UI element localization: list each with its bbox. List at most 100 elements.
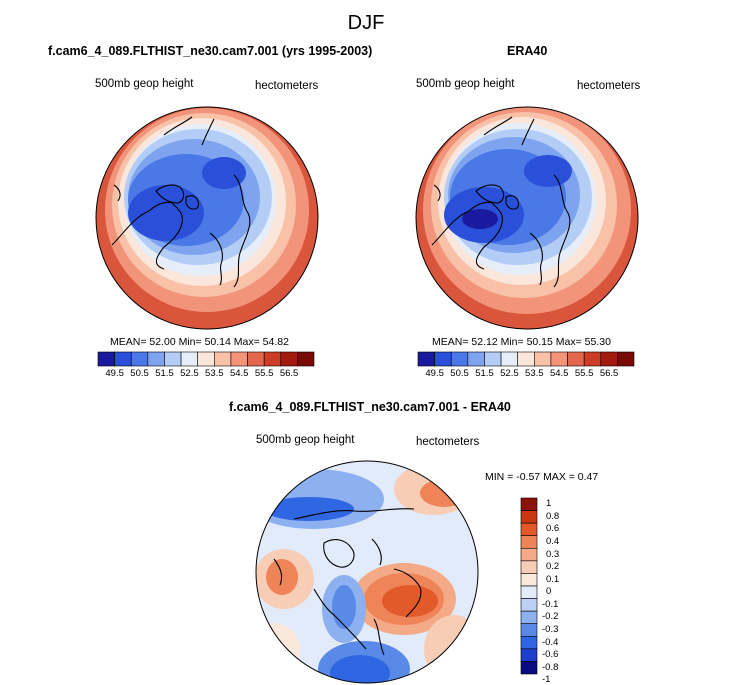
- panel2-colorbar-swatch: [434, 351, 452, 367]
- panel1-title: f.cam6_4_089.FLTHIST_ne30.cam7.001 (yrs …: [48, 44, 373, 58]
- colorbar-tick-label: 50.5: [130, 368, 149, 379]
- colorbar-tick-label: 52.5: [180, 368, 199, 379]
- panel3-colorbar-swatch: [520, 510, 538, 524]
- panel2-colorbar-ticks: 49.5 50.5 51.5 52.5 53.5 54.5 55.5 56.5: [418, 368, 634, 382]
- panel2-mean-value: 52.12: [471, 336, 498, 348]
- panel2-colorbar-swatch: [500, 351, 518, 367]
- panel3-polar-map: [255, 460, 479, 684]
- panel1-colorbar-swatch: [114, 351, 132, 367]
- panel3-field-label: 500mb geop height: [256, 434, 355, 446]
- panel1-coastline: [155, 184, 185, 204]
- panel1-min-value: 50.14: [204, 336, 231, 348]
- panel2-colorbar: [417, 351, 635, 367]
- panel1-stats: MEAN= 52.00 Min= 50.14 Max= 54.82: [110, 336, 289, 348]
- colorbar-tick-label: -0.6: [542, 649, 559, 661]
- colorbar-tick-label: 55.5: [254, 368, 274, 379]
- panel3-colorbar-swatch: [520, 560, 538, 574]
- panel3-colorbar-ticks: 1 0.8 0.6 0.4 0.3 0.2 0.1 0 -0.1 -0.2 -0.3 -0.4 -0.6…: [542, 498, 572, 685]
- colorbar-tick-label: 0.1: [546, 573, 560, 585]
- colorbar-tick-label: 54.5: [549, 368, 569, 379]
- panel2-colorbar-swatch: [534, 351, 552, 367]
- panel3-colorbar-swatch: [520, 661, 538, 675]
- panel3-coastline: [393, 568, 422, 618]
- panel3-coastline: [371, 538, 382, 566]
- colorbar-tick-label: 55.5: [574, 368, 594, 379]
- colorbar-tick-label: 56.5: [279, 368, 299, 379]
- panel2-colorbar-swatch: [567, 351, 585, 367]
- panel2-polar-map: [415, 106, 639, 330]
- panel3-coastline: [313, 588, 367, 650]
- panel1-colorbar-swatch: [263, 351, 282, 367]
- panel1-coastline: [201, 118, 215, 146]
- panel1-colorbar-ticks: 49.5 50.5 51.5 52.5 53.5 54.5 55.5 56.5: [98, 368, 314, 382]
- colorbar-tick-label: 0.2: [546, 561, 560, 573]
- panel2-coastline: [521, 118, 535, 146]
- colorbar-tick-label: -0.3: [542, 624, 559, 635]
- colorbar-tick-label: 0.8: [546, 510, 560, 522]
- panel3-field-ring: [264, 497, 354, 521]
- panel2-colorbar-swatch: [600, 351, 618, 367]
- colorbar-tick-label: 53.5: [525, 368, 544, 379]
- panel1-max-value: 54.82: [262, 336, 289, 348]
- panel1-coastline: [163, 116, 193, 136]
- colorbar-tick-label: -0.4: [542, 636, 559, 648]
- panel1-coastline: [111, 201, 183, 270]
- panel3-field-ring: [256, 623, 300, 675]
- panel3-colorbar: [520, 497, 538, 675]
- panel1-coastline: [233, 174, 251, 288]
- panel3-coastline: [373, 618, 385, 656]
- panel1-coastline: [185, 195, 199, 210]
- panel1-colorbar: [97, 351, 315, 367]
- panel2-units-label: hectometers: [577, 80, 641, 92]
- panel3-field-ring: [420, 479, 468, 507]
- panel3-title: f.cam6_4_089.FLTHIST_ne30.cam7.001 - ERA…: [229, 400, 511, 414]
- panel1-coastline: [113, 184, 121, 202]
- colorbar-tick-label: 0.4: [546, 536, 560, 547]
- panel2-max-label: Max=: [555, 336, 582, 348]
- panel3-units-label: hectometers: [416, 436, 480, 448]
- panel1-mean-value: 52.00: [149, 336, 176, 348]
- colorbar-tick-label: 0.6: [546, 523, 560, 535]
- colorbar-tick-label: 49.5: [425, 368, 444, 379]
- panel3-colorbar-swatch: [520, 598, 538, 612]
- panel1-field-ring: [202, 157, 246, 189]
- colorbar-tick-label: 50.5: [450, 368, 469, 379]
- panel3-coastline: [323, 539, 355, 568]
- panel3-colorbar-swatch: [520, 623, 538, 637]
- colorbar-tick-label: 49.5: [105, 368, 124, 379]
- panel1-colorbar-swatch: [230, 351, 248, 367]
- panel1-colorbar-swatch: [280, 351, 298, 367]
- panel3-field-ring: [424, 615, 478, 683]
- panel3-colorbar-swatch: [520, 648, 538, 662]
- figure-title: DJF: [347, 12, 385, 34]
- panel1-colorbar-swatch: [147, 351, 165, 367]
- panel2-colorbar-swatch: [517, 351, 535, 367]
- colorbar-tick-label: 51.5: [155, 368, 174, 379]
- panel1-colorbar-swatch: [130, 351, 149, 367]
- panel1-colorbar-swatch: [214, 351, 232, 367]
- panel1-mean-label: MEAN=: [110, 336, 147, 348]
- panel2-colorbar-swatch: [550, 351, 568, 367]
- panel3-coastline: [293, 508, 415, 520]
- panel3-field-ring: [382, 585, 438, 617]
- panel2-mean-label: MEAN=: [432, 336, 469, 348]
- panel2-coastline: [433, 184, 441, 202]
- panel3-coastline: [273, 558, 283, 586]
- panel3-stats: MIN = -0.57 MAX = 0.47: [485, 471, 599, 483]
- panel2-field-label: 500mb geop height: [416, 78, 515, 90]
- panel1-colorbar-swatch: [247, 351, 265, 367]
- panel2-coastline: [529, 232, 543, 286]
- panel1-units-label: hectometers: [255, 80, 319, 92]
- panel2-coastline: [553, 174, 571, 288]
- panel1-field-label: 500mb geop height: [95, 78, 194, 90]
- colorbar-tick-label: -0.8: [542, 661, 559, 673]
- panel3-colorbar-swatch: [520, 610, 538, 625]
- panel2-colorbar-swatch: [417, 351, 435, 367]
- panel2-stats: MEAN= 52.12 Min= 50.15 Max= 55.30: [432, 336, 611, 348]
- panel3-colorbar-swatch: [520, 547, 538, 562]
- colorbar-tick-label: -0.2: [542, 611, 559, 623]
- panel2-colorbar-swatch: [467, 351, 485, 367]
- panel2-colorbar-swatch: [484, 351, 502, 367]
- panel1-polar-map: [95, 106, 319, 330]
- panel1-min-label: Min=: [178, 336, 202, 348]
